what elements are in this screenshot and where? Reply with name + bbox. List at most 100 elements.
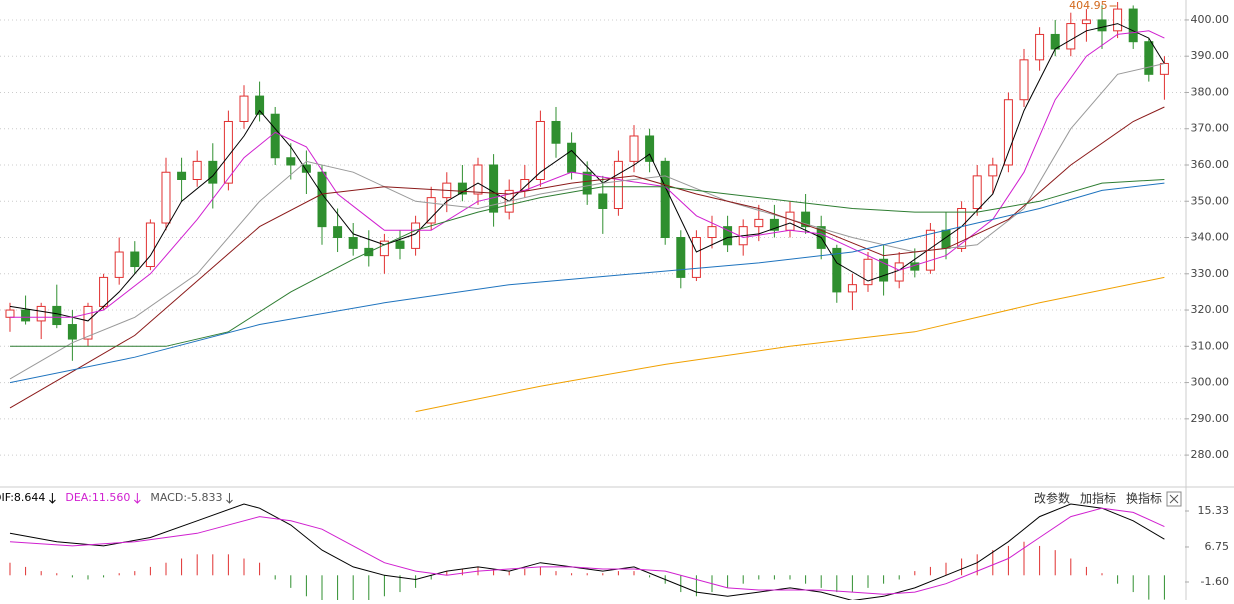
candle-body <box>847 284 857 293</box>
candle-body <box>5 309 15 318</box>
indicator-line <box>9 503 1165 602</box>
high-label: 404.95 <box>1069 0 1108 12</box>
y-tick-label: 360.00 <box>1191 158 1230 171</box>
indicator-line <box>415 276 1165 413</box>
candle-body <box>301 164 311 173</box>
candle-body <box>567 142 577 173</box>
candle-body <box>36 305 46 322</box>
candle-body <box>192 160 202 180</box>
candle-body <box>723 226 733 246</box>
candle-body <box>582 171 592 195</box>
y-tick-label: 380.00 <box>1191 85 1230 98</box>
button[interactable]: 换指标 <box>1126 491 1162 506</box>
candle-body <box>535 120 545 180</box>
indicator-line <box>10 179 1165 347</box>
candle-body <box>208 160 218 184</box>
candle-body <box>489 164 499 213</box>
candle-body <box>145 222 155 268</box>
button[interactable]: 加指标 <box>1080 491 1116 506</box>
candle-body <box>177 171 187 180</box>
candle-body <box>957 208 967 249</box>
candle-body <box>114 251 124 278</box>
candle-body <box>1159 62 1169 75</box>
candle-body <box>691 237 701 278</box>
y-tick-label: 15.33 <box>1198 504 1230 517</box>
candle-body <box>832 247 842 293</box>
y-tick-label: 350.00 <box>1191 194 1230 207</box>
candle-body <box>83 305 93 340</box>
y-tick-label: 390.00 <box>1191 49 1230 62</box>
indicator-line <box>9 63 1165 380</box>
candle-body <box>1097 19 1107 32</box>
candle-body <box>863 258 873 286</box>
y-tick-label: 310.00 <box>1191 339 1230 352</box>
candle-body <box>52 305 62 326</box>
candle-body <box>1019 59 1029 101</box>
candle-body <box>255 95 265 115</box>
candle-body <box>348 237 358 249</box>
arrow-icon <box>133 493 141 504</box>
candle-body <box>707 226 717 239</box>
candle-body <box>426 197 436 224</box>
y-tick-label: 370.00 <box>1191 122 1230 135</box>
indicator-line <box>9 507 1165 595</box>
y-tick-label: 280.00 <box>1191 448 1230 461</box>
arrow-icon <box>49 493 56 504</box>
y-tick-label: -1.60 <box>1201 575 1229 588</box>
candle-body <box>333 226 343 239</box>
button[interactable]: 改参数 <box>1034 491 1070 506</box>
candle-body <box>161 171 171 224</box>
candle-body <box>239 95 249 122</box>
candle-body <box>1081 19 1091 25</box>
indicator-line <box>9 106 1165 409</box>
candle-body <box>395 240 405 249</box>
arrow-icon <box>226 493 233 504</box>
candle-body <box>660 160 670 239</box>
candle-body <box>411 222 421 249</box>
candle-body <box>894 262 904 282</box>
candle-body <box>286 157 296 166</box>
y-tick-label: 340.00 <box>1191 231 1230 244</box>
candle-body <box>1128 8 1138 43</box>
candle-body <box>223 120 233 184</box>
indicator-label: MACD:-5.833 <box>150 491 222 504</box>
candle-body <box>67 324 77 340</box>
candle-body <box>1035 33 1045 61</box>
candle-body <box>1144 41 1154 75</box>
candle-body <box>676 237 686 278</box>
y-tick-label: 400.00 <box>1191 13 1230 26</box>
indicator-label: DIF:8.644 <box>0 491 45 504</box>
candle-body <box>379 240 389 257</box>
close-icon[interactable] <box>1166 491 1182 507</box>
candle-body <box>1066 23 1076 50</box>
candle-body <box>785 211 795 231</box>
candle-body <box>21 309 31 322</box>
candle-body <box>317 171 327 228</box>
y-tick-label: 6.75 <box>1205 540 1230 553</box>
y-tick-label: 330.00 <box>1191 267 1230 280</box>
candle-body <box>613 160 623 210</box>
candle-body <box>598 193 608 210</box>
y-tick-label: 320.00 <box>1191 303 1230 316</box>
candle-body <box>1113 8 1123 32</box>
candle-body <box>801 211 811 228</box>
close-cross[interactable] <box>1169 494 1179 504</box>
indicator-line <box>9 23 1165 322</box>
candle-body <box>551 120 561 144</box>
candle-body <box>629 135 639 162</box>
candle-body <box>972 175 982 210</box>
candle-body <box>754 218 764 228</box>
indicator-line <box>10 30 1165 318</box>
indicator-label: DEA:11.560 <box>65 491 130 504</box>
candle-body <box>769 218 779 231</box>
candle-body <box>130 251 140 268</box>
candle-body <box>99 276 109 307</box>
y-tick-label: 300.00 <box>1191 376 1230 389</box>
candle-body <box>457 182 467 195</box>
candle-body <box>473 164 483 195</box>
y-tick-label: 290.00 <box>1191 412 1230 425</box>
candle-body <box>1050 33 1060 50</box>
candle-body <box>645 135 655 162</box>
